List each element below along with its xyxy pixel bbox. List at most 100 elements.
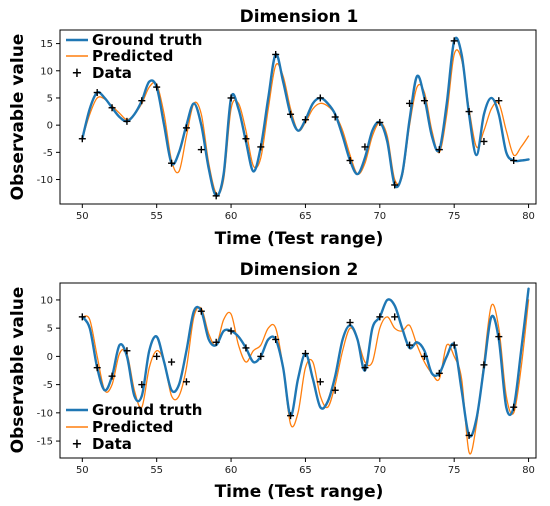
x-tick-label: 55 bbox=[150, 465, 163, 476]
y-tick-label: 10 bbox=[40, 295, 53, 306]
data-point bbox=[495, 97, 503, 105]
y-tick-label: 0 bbox=[47, 352, 53, 363]
data-point bbox=[93, 89, 101, 97]
legend: Ground truth Predicted + Data bbox=[66, 401, 202, 453]
legend-label-predicted: Predicted bbox=[92, 47, 173, 65]
x-axis-label: Time (Test range) bbox=[215, 482, 384, 502]
data-point bbox=[510, 157, 518, 164]
data-point bbox=[376, 118, 384, 126]
chart-title: Dimension 1 bbox=[240, 7, 359, 27]
data-point bbox=[182, 124, 190, 132]
x-tick-label: 50 bbox=[76, 211, 89, 222]
data-point bbox=[153, 352, 161, 360]
series-line-predicted bbox=[81, 299, 530, 455]
data-point bbox=[123, 347, 131, 355]
legend-swatch-data: + bbox=[72, 437, 83, 452]
data-point bbox=[391, 181, 399, 189]
y-axis-label: Observable value bbox=[8, 287, 28, 454]
data-point bbox=[212, 192, 220, 200]
legend-label-data: Data bbox=[92, 435, 132, 453]
legend-swatch-data: + bbox=[72, 66, 83, 81]
data-point bbox=[450, 341, 458, 349]
data-point bbox=[272, 50, 280, 58]
data-point bbox=[406, 341, 414, 349]
y-tick-label: -10 bbox=[37, 175, 53, 186]
x-tick-label: 65 bbox=[299, 465, 312, 476]
data-point bbox=[406, 99, 414, 107]
y-tick-label: 5 bbox=[47, 93, 53, 104]
data-point bbox=[242, 344, 250, 352]
data-point bbox=[197, 307, 205, 315]
data-point bbox=[138, 97, 146, 105]
y-tick-label: 5 bbox=[47, 324, 53, 335]
y-tick-label: -10 bbox=[37, 408, 53, 419]
data-point bbox=[197, 146, 205, 154]
data-point bbox=[331, 113, 339, 121]
y-axis-label: Observable value bbox=[8, 34, 28, 201]
data-point bbox=[435, 369, 443, 377]
legend: Ground truth Predicted + Data bbox=[66, 31, 202, 82]
data-point bbox=[495, 333, 503, 341]
x-tick-label: 75 bbox=[448, 211, 461, 222]
data-point bbox=[480, 361, 488, 369]
x-tick-label: 70 bbox=[373, 465, 386, 476]
data-point bbox=[301, 116, 309, 124]
data-point bbox=[420, 97, 428, 105]
chart-title: Dimension 2 bbox=[240, 260, 359, 280]
x-tick-label: 80 bbox=[522, 211, 535, 222]
x-tick-label: 75 bbox=[448, 465, 461, 476]
data-point bbox=[108, 104, 116, 112]
plot-frame bbox=[59, 282, 537, 459]
data-point bbox=[450, 37, 458, 45]
legend-label-ground-truth: Ground truth bbox=[92, 31, 202, 49]
data-point bbox=[301, 350, 309, 358]
data-point bbox=[465, 108, 473, 116]
data-point bbox=[331, 386, 339, 394]
x-tick-label: 80 bbox=[522, 465, 535, 476]
data-point bbox=[138, 381, 146, 389]
x-axis-label: Time (Test range) bbox=[215, 229, 384, 249]
data-point bbox=[93, 364, 101, 372]
data-point bbox=[168, 358, 176, 366]
data-point bbox=[227, 94, 235, 102]
data-point bbox=[257, 143, 265, 151]
data-point bbox=[123, 117, 131, 125]
data-point bbox=[361, 364, 369, 372]
data-point bbox=[435, 146, 443, 154]
data-point bbox=[346, 157, 354, 164]
data-point bbox=[346, 319, 354, 327]
data-point bbox=[510, 403, 518, 411]
plot-frame bbox=[59, 29, 537, 205]
y-tick-label: -15 bbox=[37, 437, 53, 448]
data-point bbox=[78, 135, 86, 143]
x-tick-label: 60 bbox=[225, 465, 238, 476]
data-point bbox=[316, 94, 324, 102]
x-tick-label: 50 bbox=[76, 465, 89, 476]
data-point bbox=[376, 313, 384, 321]
panel-dimension-2: Dimension 2 50 55 60 65 70 75 80 -15 -10 -5 0 5 10 T… bbox=[8, 260, 537, 502]
data-point bbox=[227, 327, 235, 335]
legend-label-predicted: Predicted bbox=[92, 418, 173, 436]
data-point bbox=[465, 431, 473, 439]
data-point bbox=[272, 335, 280, 343]
legend-label-data: Data bbox=[92, 64, 132, 82]
data-point bbox=[153, 83, 161, 91]
y-tick-label: 10 bbox=[40, 66, 53, 77]
y-tick-label: -5 bbox=[43, 380, 53, 391]
legend-label-ground-truth: Ground truth bbox=[92, 401, 202, 419]
data-point bbox=[242, 135, 250, 143]
data-point bbox=[316, 378, 324, 386]
data-point bbox=[182, 378, 190, 386]
panel-dimension-1: Dimension 1 50 55 60 65 70 75 80 -10 -5 0 5 10 15 Ti… bbox=[8, 7, 537, 249]
y-tick-label: 15 bbox=[40, 39, 53, 50]
data-point bbox=[108, 372, 116, 380]
data-point bbox=[420, 352, 428, 360]
data-point bbox=[287, 110, 295, 118]
data-point bbox=[168, 159, 176, 167]
x-tick-label: 60 bbox=[225, 211, 238, 222]
x-tick-label: 65 bbox=[299, 211, 312, 222]
data-point bbox=[391, 313, 399, 321]
data-point bbox=[480, 137, 488, 145]
y-tick-label: -5 bbox=[43, 148, 53, 159]
